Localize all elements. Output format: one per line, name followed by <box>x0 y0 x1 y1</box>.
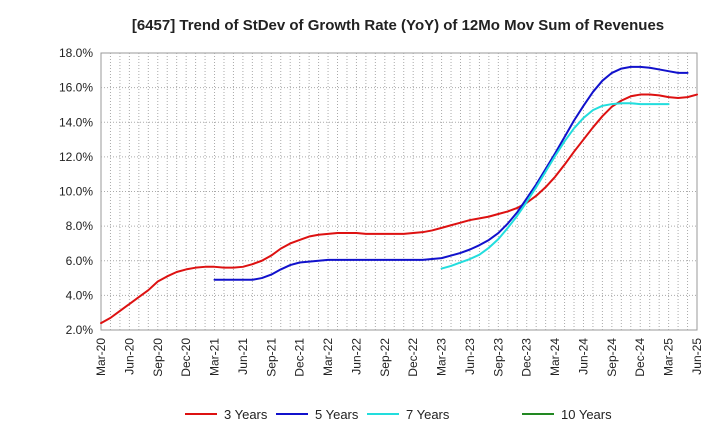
x-tick-label: Dec-20 <box>179 338 193 377</box>
y-tick-label: 18.0% <box>59 46 93 60</box>
legend-label: 3 Years <box>224 407 268 422</box>
x-tick-label: Jun-25 <box>690 338 704 375</box>
x-tick-label: Jun-24 <box>576 338 590 375</box>
x-axis: Mar-20 Jun-20 Sep-20 Dec-20 Mar-21 Jun-21 Sep-… <box>94 338 704 377</box>
x-tick-label: Jun-20 <box>122 338 136 375</box>
series-line-5-years <box>213 65 689 281</box>
x-tick-label: Mar-20 <box>94 338 108 376</box>
x-tick-label: Sep-22 <box>378 338 392 377</box>
y-tick-label: 8.0% <box>66 219 94 233</box>
x-tick-label: Sep-20 <box>151 338 165 377</box>
chart-title: [6457] Trend of StDev of Growth Rate (Yo… <box>132 17 664 34</box>
legend-label: 5 Years <box>315 407 359 422</box>
y-tick-label: 16.0% <box>59 81 93 95</box>
series-lines <box>100 65 698 325</box>
y-axis: 2.0% 4.0% 6.0% 8.0% 10.0% 12.0% 14.0% 16.0% 18.0… <box>59 46 93 337</box>
series-line-3-years <box>100 93 698 325</box>
x-tick-label: Mar-22 <box>321 338 335 376</box>
x-tick-label: Jun-23 <box>463 338 477 375</box>
plot-area <box>100 52 698 331</box>
y-tick-label: 10.0% <box>59 185 93 199</box>
y-tick-label: 12.0% <box>59 150 93 164</box>
x-tick-label: Sep-21 <box>264 338 278 377</box>
y-tick-label: 6.0% <box>66 254 94 268</box>
series-line-7-years <box>440 102 670 270</box>
y-tick-label: 4.0% <box>66 288 94 302</box>
y-tick-label: 2.0% <box>66 323 94 337</box>
x-tick-label: Dec-23 <box>520 338 534 377</box>
x-tick-label: Dec-21 <box>293 338 307 377</box>
grid <box>101 53 697 330</box>
x-tick-label: Mar-23 <box>435 338 449 376</box>
x-tick-label: Sep-24 <box>605 338 619 377</box>
x-tick-label: Dec-22 <box>406 338 420 377</box>
legend-label: 10 Years <box>561 407 612 422</box>
x-tick-label: Mar-24 <box>548 338 562 376</box>
legend-label: 7 Years <box>406 407 450 422</box>
y-tick-label: 14.0% <box>59 115 93 129</box>
x-tick-label: Mar-25 <box>662 338 676 376</box>
x-tick-label: Mar-21 <box>208 338 222 376</box>
x-tick-label: Jun-22 <box>349 338 363 375</box>
legend: 3 Years 5 Years 7 Years 10 Years <box>185 407 612 422</box>
x-tick-label: Jun-21 <box>236 338 250 375</box>
x-tick-label: Dec-24 <box>633 338 647 377</box>
x-tick-label: Sep-23 <box>491 338 505 377</box>
